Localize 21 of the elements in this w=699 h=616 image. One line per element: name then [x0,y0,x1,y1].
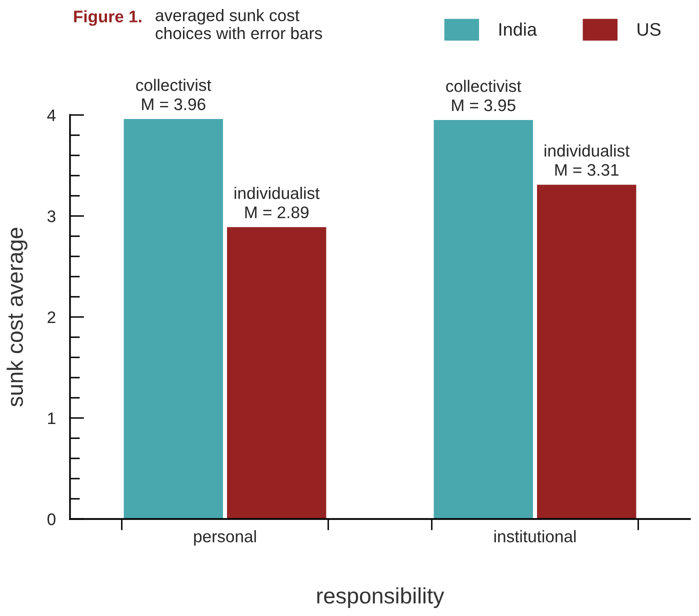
bar [537,184,636,519]
bar [227,227,326,519]
data-label: individualist M = 2.89 [234,186,320,218]
y-tick-label: 2 [48,311,56,324]
y-tick-label: 4 [47,110,56,122]
legend-label: US [638,23,661,36]
y-tick-label: 3 [47,210,56,222]
data-label: collectivist M = 3.96 [136,78,212,110]
bar [434,120,533,519]
y-axis-title: sunk cost average [6,228,28,407]
x-tick-label: personal [194,530,256,546]
bar [124,119,223,519]
x-tick-label: institutional [494,530,576,542]
y-tick-label: 0 [47,513,56,526]
x-axis-title: responsibility [317,587,444,608]
data-label: individualist M = 3.31 [544,144,630,176]
chart-subtitle: averaged sunk cost choices with error bars [156,9,322,40]
data-label: collectivist M = 3.95 [446,80,522,112]
legend-label: India [499,22,537,36]
chart-title: Figure 1. [74,10,142,26]
y-tick-label: 1 [48,412,56,424]
